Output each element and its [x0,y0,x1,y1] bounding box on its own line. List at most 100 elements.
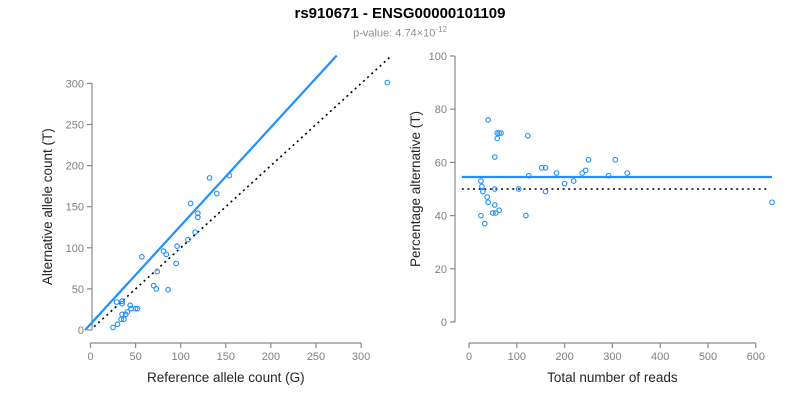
data-point [226,172,233,179]
data-point [525,172,532,179]
axes-right [450,55,757,348]
data-point [523,212,529,219]
data-point [496,207,502,214]
x-tick-label: 250 [307,351,325,363]
data-point [150,282,157,289]
points-right [478,116,775,227]
data-point [485,199,491,206]
y-tick-label: 50 [72,284,84,296]
data-point [134,305,141,312]
data-point [478,212,484,219]
tick-labels-left: 0 50 100 150 200 250 300 0 50 100 150 200 250 300 [66,78,371,363]
data-point [605,172,612,179]
data-point [579,170,586,176]
x-tick-label: 600 [747,351,765,363]
x-tick-label: 300 [352,351,370,363]
data-point [119,298,125,305]
data-point [612,156,619,163]
data-point [119,300,125,307]
data-point [491,202,498,208]
data-point [481,220,488,227]
y-axis-title-right: Percentage alternative (T) [408,111,423,267]
data-point [542,188,549,195]
y-tick-label: 20 [435,264,447,276]
data-point [515,186,522,192]
data-point [163,251,170,258]
y-tick-label: 100 [66,243,84,255]
fit-line [84,54,338,331]
data-point [624,170,631,176]
data-point [122,311,129,318]
data-point [194,214,201,221]
x-axis-title-left: Reference allele count (G) [147,370,305,385]
y-tick-label: 60 [435,157,447,169]
x-tick-label: 400 [651,351,669,363]
data-point [570,178,577,184]
x-tick-label: 200 [555,351,573,363]
pvalue-exponent: -12 [435,25,447,34]
data-point [127,302,134,309]
x-tick-label: 200 [262,351,280,363]
data-point [154,268,161,275]
y-tick-label: 40 [435,211,447,223]
data-point [498,130,504,136]
x-tick-label: 500 [699,351,717,363]
data-point [480,188,486,195]
panel-right-scatter: 0 100 200 300 400 500 600 0 20 40 60 80 100 Total num… [408,51,775,385]
x-tick-label: 0 [466,351,472,363]
data-point [491,186,498,192]
data-point [479,183,485,190]
y-tick-label: 0 [441,317,447,329]
x-tick-label: 0 [87,351,93,363]
data-point [492,210,499,216]
data-point [113,299,120,305]
data-point [524,132,531,139]
data-point [553,170,560,176]
data-point [174,243,180,250]
y-tick-label: 0 [78,325,84,337]
data-point [582,167,589,174]
x-tick-label: 50 [129,351,141,363]
data-point [485,116,491,123]
pvalue-text: p-value: 4.74×10 [353,27,436,40]
data-point [213,190,220,197]
data-point [139,253,145,260]
data-point [491,154,498,160]
y-tick-label: 300 [66,78,84,90]
identity-line [93,56,391,328]
data-point [165,286,171,293]
x-tick-label: 100 [172,351,190,363]
data-point [494,135,501,142]
data-point [538,164,545,171]
data-point [494,130,501,136]
y-tick-label: 250 [66,120,84,132]
data-point [153,286,160,292]
data-point [496,130,502,136]
x-tick-label: 150 [217,351,235,363]
panel-left-scatter: 0 50 100 150 200 250 300 0 50 100 150 200 250 300 Refe… [40,54,391,385]
y-tick-label: 150 [66,202,84,214]
data-point [490,210,496,216]
data-point [185,236,191,243]
y-tick-label: 100 [429,51,447,63]
data-point [173,260,180,267]
page-title: rs910671 - ENSG00000101109 [294,5,506,22]
x-tick-label: 300 [603,351,621,363]
data-point [561,180,568,187]
data-point [110,324,116,331]
data-point [114,321,121,328]
data-point [384,79,391,86]
tick-labels-right: 0 100 200 300 400 500 600 0 20 40 60 80 100 [429,51,765,363]
data-point [585,156,592,163]
data-point [542,164,549,171]
data-point [160,248,167,254]
pvalue-subtitle: p-value: 4.74×10-12 [0,25,800,40]
data-point [206,175,213,181]
data-point [484,194,491,200]
axes-left [87,82,362,348]
data-point [118,316,125,323]
points-left [110,79,391,331]
y-axis-title-left: Alternative allele count (T) [40,128,55,285]
